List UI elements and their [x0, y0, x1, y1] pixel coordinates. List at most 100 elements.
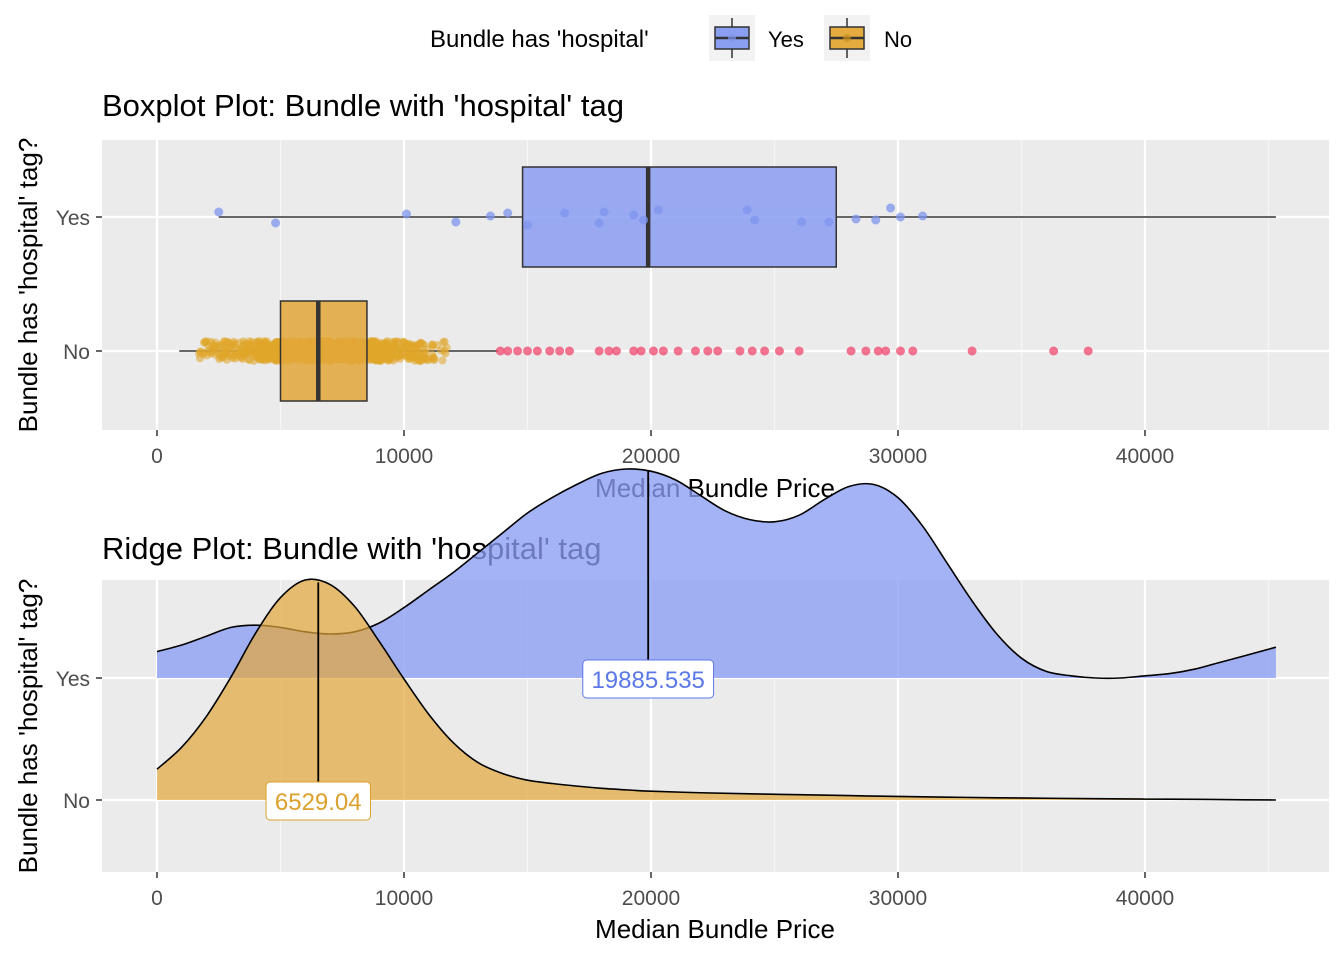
data-point-yes — [742, 205, 752, 215]
data-point-yes — [851, 214, 861, 224]
x-tick-label: 20000 — [622, 445, 680, 468]
x-tick-label: 40000 — [1116, 445, 1174, 468]
data-point-yes — [895, 212, 905, 222]
ridge-x-axis-label: Median Bundle Price — [595, 914, 835, 944]
jitter-point-no — [388, 337, 397, 346]
outlier-point-no — [611, 346, 621, 356]
jitter-point-no — [389, 350, 398, 359]
outlier-point-no — [555, 346, 565, 356]
data-point-yes — [503, 208, 513, 218]
ridge-y-axis-label: Bundle has 'hospital' tag? — [13, 579, 43, 874]
legend-key-yes — [709, 15, 755, 61]
outlier-point-no — [532, 346, 542, 356]
outlier-point-no — [967, 346, 977, 356]
data-point-yes — [824, 217, 834, 227]
boxplot-panel: Boxplot Plot: Bundle with 'hospital' tag… — [13, 88, 1329, 503]
jitter-point-no — [208, 343, 217, 352]
jitter-point-no — [242, 347, 251, 356]
data-point-yes — [918, 211, 928, 221]
boxplot-x-ticks: 0 10000 20000 30000 40000 — [151, 430, 1174, 468]
ridge-y-ticks: No Yes — [56, 668, 102, 813]
jitter-point-no — [418, 340, 427, 349]
ridge-area-yes — [157, 468, 1276, 679]
y-tick-label: Yes — [56, 668, 90, 691]
data-point-yes — [214, 207, 224, 217]
data-point-yes — [271, 218, 281, 228]
outlier-point-no — [604, 346, 614, 356]
data-point-yes — [871, 215, 881, 225]
data-point-yes — [599, 207, 609, 217]
outlier-point-no — [636, 346, 646, 356]
outlier-point-no — [735, 346, 745, 356]
outlier-point-no — [523, 346, 532, 356]
x-tick-label: 0 — [151, 887, 163, 910]
legend-label-yes: Yes — [768, 27, 804, 52]
box-yes — [521, 166, 837, 268]
boxplot-title: Boxplot Plot: Bundle with 'hospital' tag — [102, 88, 624, 123]
jitter-point-no — [220, 338, 229, 347]
x-tick-label: 30000 — [869, 445, 927, 468]
x-tick-label: 20000 — [622, 887, 680, 910]
data-point-yes — [401, 209, 411, 219]
outlier-point-no — [713, 346, 723, 356]
outlier-point-no — [846, 346, 856, 356]
y-tick-label: No — [63, 790, 90, 813]
data-point-yes — [639, 215, 649, 225]
jitter-point-no — [399, 337, 408, 346]
legend-label-no: No — [884, 27, 912, 52]
outlier-point-no — [495, 346, 505, 356]
outlier-point-no — [690, 346, 700, 356]
x-tick-label: 30000 — [869, 887, 927, 910]
jitter-point-no — [372, 339, 381, 348]
x-tick-label: 40000 — [1116, 887, 1174, 910]
outlier-point-no — [861, 346, 871, 356]
data-point-yes — [594, 218, 604, 228]
outlier-point-no — [873, 346, 883, 356]
outlier-point-no — [794, 346, 804, 356]
jitter-point-no — [262, 344, 271, 353]
outlier-point-no — [513, 346, 523, 356]
boxplot-y-axis-label: Bundle has 'hospital' tag? — [13, 138, 43, 433]
jitter-point-no — [230, 351, 239, 360]
data-point-yes — [523, 220, 532, 230]
jitter-point-no — [259, 355, 268, 364]
median-label-no: 6529.04 — [275, 789, 362, 816]
y-tick-label: No — [63, 341, 90, 364]
median-label-box-yes — [582, 659, 715, 699]
legend-title: Bundle has 'hospital' — [430, 26, 649, 53]
jitter-point-no — [218, 353, 227, 362]
boxplot-y-ticks: No Yes — [56, 207, 102, 364]
ridge-outline-no — [156, 578, 1276, 801]
jitter-point-no — [412, 343, 421, 352]
jitter-point-no — [405, 346, 414, 355]
ridge-area-no — [157, 579, 1276, 800]
outlier-point-no — [881, 346, 891, 356]
data-point-yes — [451, 217, 461, 227]
x-tick-label: 10000 — [375, 887, 433, 910]
jitter-point-no — [442, 343, 451, 352]
legend-key-no — [824, 15, 870, 61]
x-tick-label: 10000 — [375, 445, 433, 468]
jitter-point-no — [425, 355, 434, 364]
jitter-point-no — [211, 350, 220, 359]
jitter-point-no — [389, 356, 398, 365]
data-point-yes — [653, 205, 663, 215]
jitter-point-no — [271, 353, 280, 362]
outlier-point-no — [594, 346, 604, 356]
ridge-marks: 19885.535 6529.04 — [156, 468, 1277, 821]
outlier-point-no — [908, 346, 918, 356]
x-tick-label: 0 — [151, 445, 163, 468]
outlier-point-no — [703, 346, 713, 356]
data-point-yes — [560, 208, 570, 218]
jitter-point-no — [250, 356, 259, 365]
outlier-point-no — [658, 346, 668, 356]
outlier-point-no — [503, 346, 513, 356]
jitter-point-no — [428, 340, 437, 349]
outlier-point-no — [1083, 346, 1093, 356]
jitter-point-no — [438, 356, 447, 365]
data-point-yes — [485, 211, 495, 221]
outlier-point-no — [673, 346, 683, 356]
data-point-yes — [797, 217, 807, 227]
outlier-point-no — [564, 346, 574, 356]
